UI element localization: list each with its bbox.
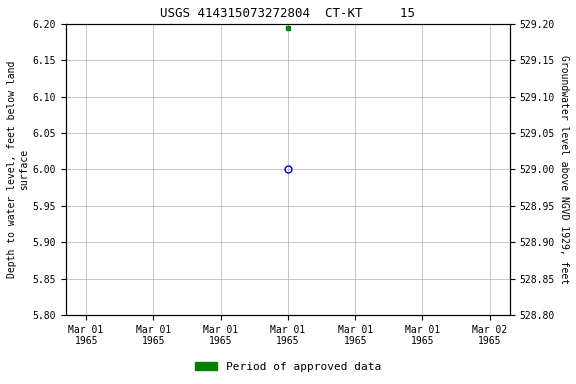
- Y-axis label: Depth to water level, feet below land
surface: Depth to water level, feet below land su…: [7, 61, 29, 278]
- Title: USGS 414315073272804  CT-KT     15: USGS 414315073272804 CT-KT 15: [161, 7, 415, 20]
- Legend: Period of approved data: Period of approved data: [191, 358, 385, 377]
- Y-axis label: Groundwater level above NGVD 1929, feet: Groundwater level above NGVD 1929, feet: [559, 55, 569, 284]
